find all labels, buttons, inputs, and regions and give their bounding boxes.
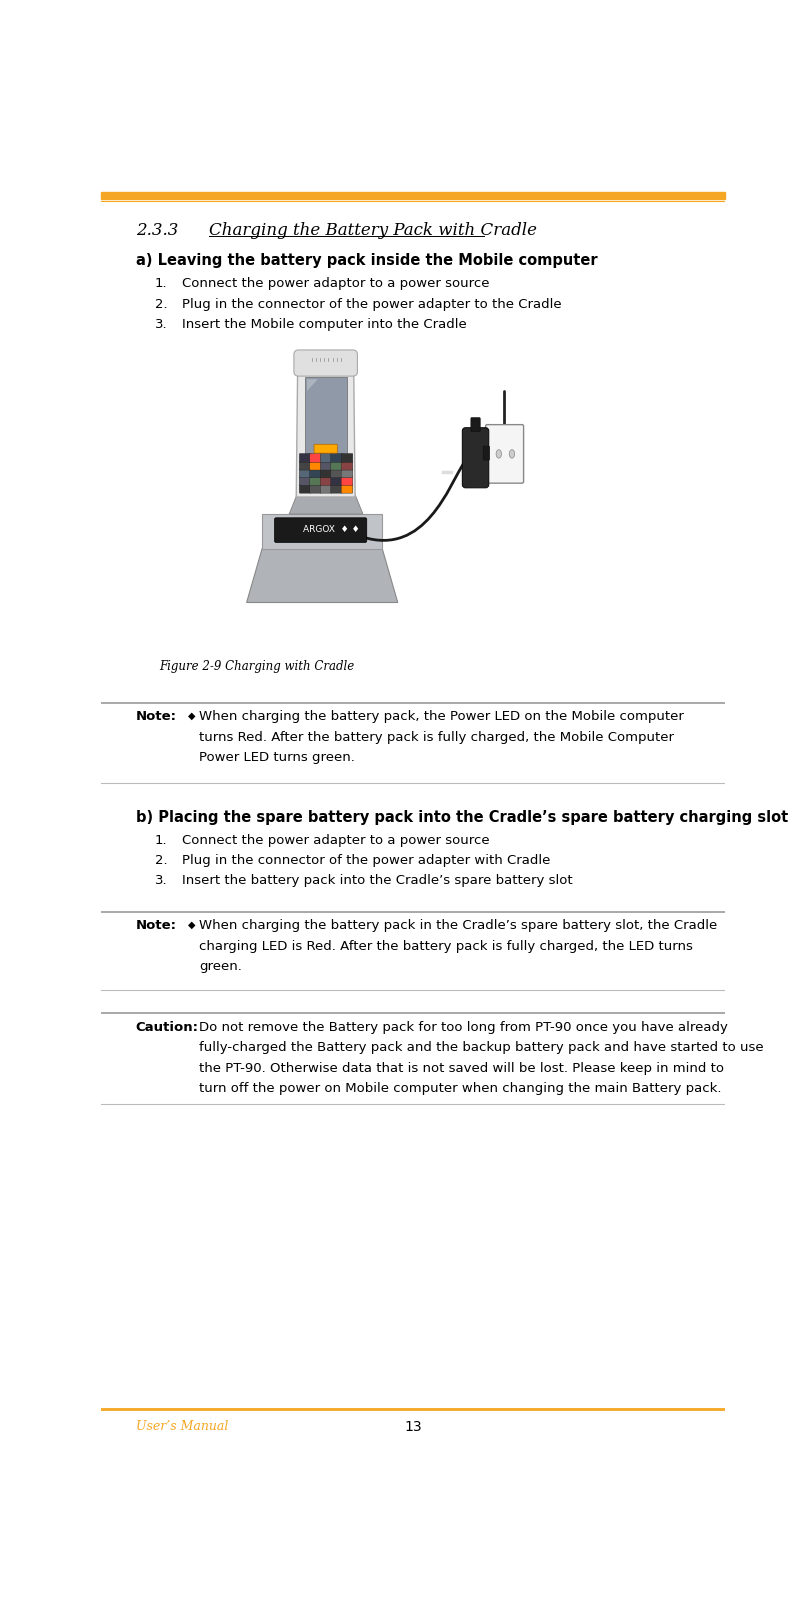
- Polygon shape: [289, 494, 363, 513]
- Ellipse shape: [496, 449, 501, 459]
- FancyBboxPatch shape: [463, 428, 488, 488]
- FancyBboxPatch shape: [330, 484, 343, 492]
- FancyBboxPatch shape: [471, 417, 480, 431]
- Text: ARGOX  ♦ ♦: ARGOX ♦ ♦: [304, 525, 360, 534]
- Text: ◆: ◆: [188, 919, 195, 929]
- FancyBboxPatch shape: [275, 518, 367, 542]
- Text: User’s Manual: User’s Manual: [135, 1420, 228, 1432]
- Text: Note:: Note:: [135, 919, 177, 932]
- Text: 2.3.3: 2.3.3: [135, 221, 178, 239]
- Text: Connect the power adapter to a power source: Connect the power adapter to a power sou…: [182, 834, 490, 847]
- FancyBboxPatch shape: [299, 454, 311, 462]
- FancyBboxPatch shape: [320, 484, 332, 492]
- Text: turns Red. After the battery pack is fully charged, the Mobile Computer: turns Red. After the battery pack is ful…: [199, 731, 674, 744]
- Text: Caution:: Caution:: [135, 1022, 198, 1035]
- Text: turn off the power on Mobile computer when changing the main Battery pack.: turn off the power on Mobile computer wh…: [199, 1083, 721, 1096]
- Text: 3.: 3.: [155, 874, 168, 887]
- FancyBboxPatch shape: [330, 476, 343, 486]
- FancyBboxPatch shape: [314, 444, 337, 452]
- Text: green.: green.: [199, 961, 242, 974]
- Text: 1.: 1.: [155, 277, 168, 290]
- Text: Charging the Battery Pack with Cradle: Charging the Battery Pack with Cradle: [210, 221, 538, 239]
- Ellipse shape: [509, 449, 515, 459]
- FancyBboxPatch shape: [341, 476, 353, 486]
- FancyBboxPatch shape: [299, 468, 311, 478]
- FancyBboxPatch shape: [341, 462, 353, 470]
- Text: 2.: 2.: [155, 853, 168, 866]
- FancyBboxPatch shape: [341, 454, 353, 462]
- Polygon shape: [307, 379, 318, 391]
- Text: Plug in the connector of the power adapter to the Cradle: Plug in the connector of the power adapt…: [182, 298, 562, 311]
- Text: 3.: 3.: [155, 318, 168, 330]
- Polygon shape: [262, 513, 382, 549]
- Text: Note:: Note:: [135, 711, 177, 723]
- Polygon shape: [305, 377, 347, 456]
- Text: ◆: ◆: [188, 711, 195, 720]
- Text: a) Leaving the battery pack inside the Mobile computer: a) Leaving the battery pack inside the M…: [135, 252, 597, 268]
- FancyBboxPatch shape: [484, 446, 489, 460]
- Text: When charging the battery pack, the Power LED on the Mobile computer: When charging the battery pack, the Powe…: [199, 711, 684, 723]
- Text: 1.: 1.: [155, 834, 168, 847]
- FancyBboxPatch shape: [320, 468, 332, 478]
- FancyBboxPatch shape: [299, 462, 311, 470]
- FancyBboxPatch shape: [320, 462, 332, 470]
- FancyBboxPatch shape: [320, 454, 332, 462]
- Text: fully-charged the Battery pack and the backup battery pack and have started to u: fully-charged the Battery pack and the b…: [199, 1041, 764, 1054]
- Polygon shape: [247, 549, 397, 603]
- FancyBboxPatch shape: [299, 476, 311, 486]
- Text: Power LED turns green.: Power LED turns green.: [199, 751, 355, 764]
- Text: Insert the battery pack into the Cradle’s spare battery slot: Insert the battery pack into the Cradle’…: [182, 874, 573, 887]
- Text: 2.: 2.: [155, 298, 168, 311]
- Text: Figure 2-9 Charging with Cradle: Figure 2-9 Charging with Cradle: [159, 661, 354, 674]
- FancyBboxPatch shape: [310, 484, 322, 492]
- FancyBboxPatch shape: [310, 454, 322, 462]
- Text: 13: 13: [405, 1420, 422, 1434]
- FancyBboxPatch shape: [310, 468, 322, 478]
- FancyBboxPatch shape: [341, 468, 353, 478]
- Text: Insert the Mobile computer into the Cradle: Insert the Mobile computer into the Crad…: [182, 318, 467, 330]
- FancyBboxPatch shape: [294, 350, 357, 375]
- Text: Do not remove the Battery pack for too long from PT-90 once you have already: Do not remove the Battery pack for too l…: [199, 1022, 728, 1035]
- FancyBboxPatch shape: [485, 425, 524, 483]
- FancyBboxPatch shape: [310, 476, 322, 486]
- Text: Connect the power adaptor to a power source: Connect the power adaptor to a power sou…: [182, 277, 489, 290]
- Polygon shape: [297, 356, 355, 497]
- Text: Plug in the connector of the power adapter with Cradle: Plug in the connector of the power adapt…: [182, 853, 550, 866]
- Text: the PT-90. Otherwise data that is not saved will be lost. Please keep in mind to: the PT-90. Otherwise data that is not sa…: [199, 1062, 724, 1075]
- Text: b) Placing the spare battery pack into the Cradle’s spare battery charging slot: b) Placing the spare battery pack into t…: [135, 810, 788, 826]
- FancyBboxPatch shape: [341, 484, 353, 492]
- Bar: [101, 192, 725, 199]
- FancyBboxPatch shape: [320, 476, 332, 486]
- Text: When charging the battery pack in the Cradle’s spare battery slot, the Cradle: When charging the battery pack in the Cr…: [199, 919, 717, 932]
- FancyBboxPatch shape: [310, 462, 322, 470]
- FancyBboxPatch shape: [299, 484, 311, 492]
- FancyBboxPatch shape: [330, 462, 343, 470]
- FancyBboxPatch shape: [330, 454, 343, 462]
- FancyBboxPatch shape: [330, 468, 343, 478]
- Text: charging LED is Red. After the battery pack is fully charged, the LED turns: charging LED is Red. After the battery p…: [199, 940, 693, 953]
